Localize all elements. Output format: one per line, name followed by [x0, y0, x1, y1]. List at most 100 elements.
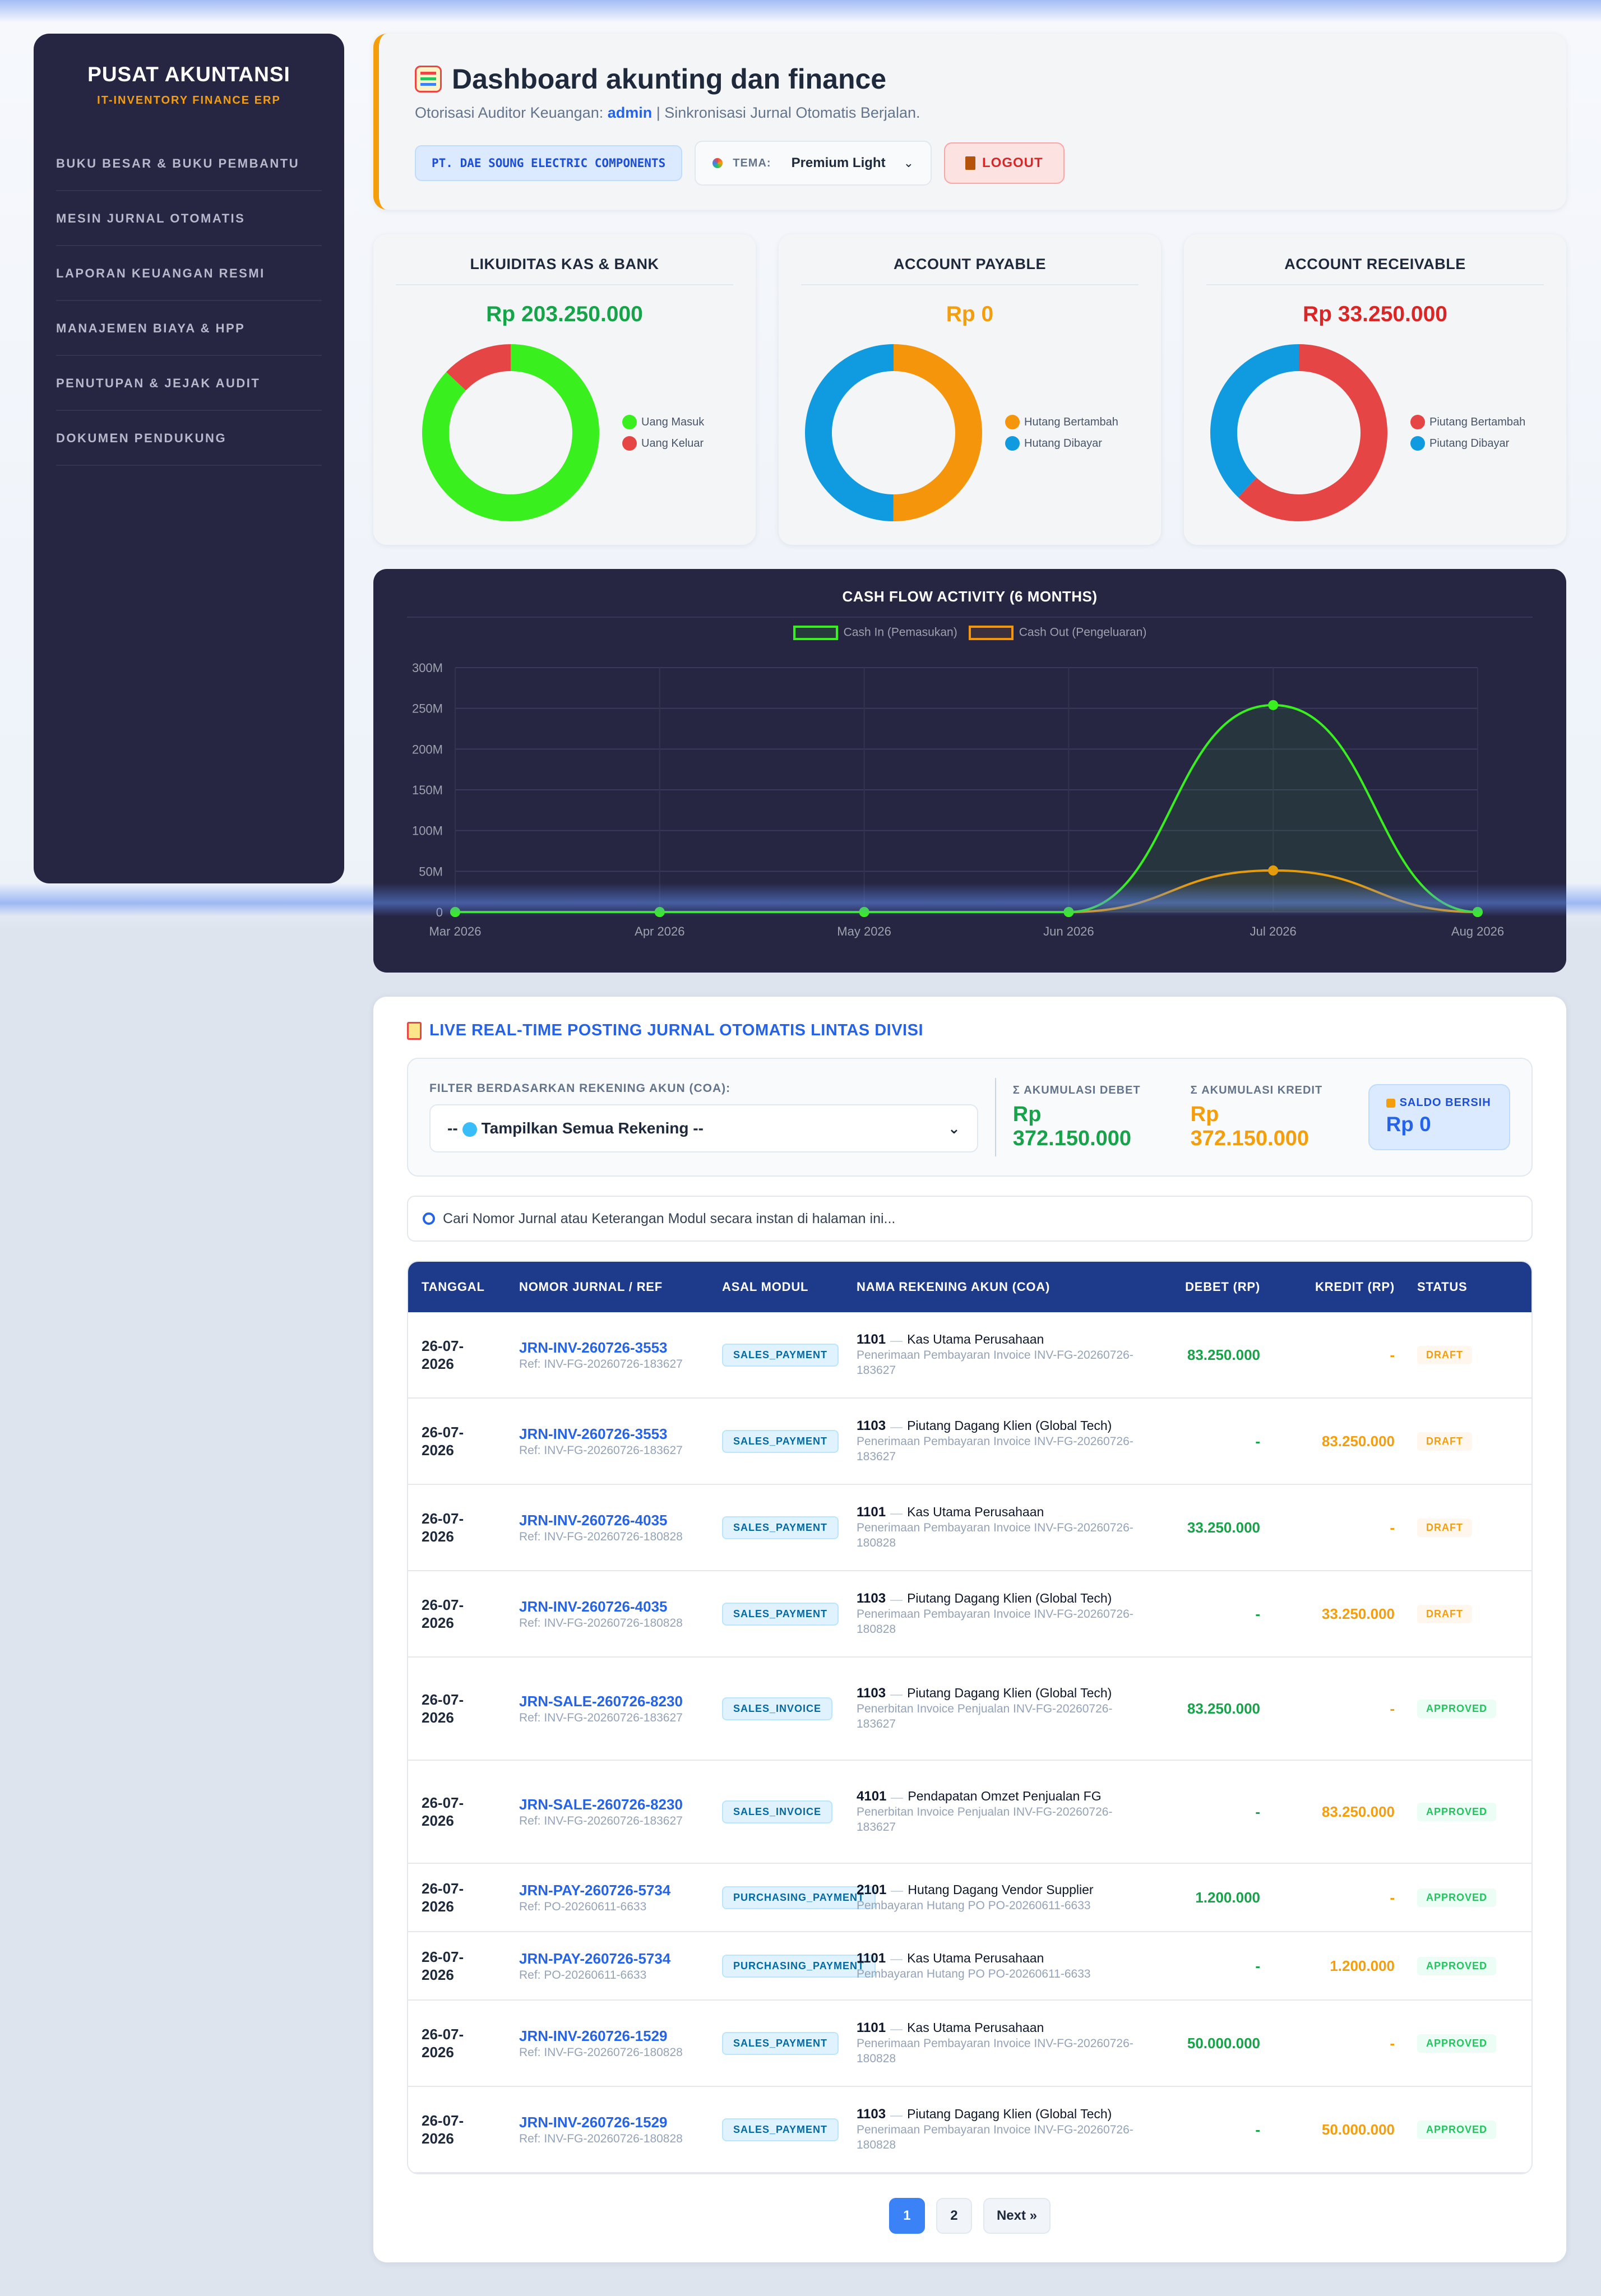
sidebar-item-laporan-keuangan[interactable]: LAPORAN KEUANGAN RESMI [56, 246, 322, 301]
table-row[interactable]: 26-07-2026 JRN-SALE-260726-8230 Ref: INV-F… [408, 1761, 1531, 1864]
journal-number-link[interactable]: JRN-SALE-260726-8230 [519, 1692, 683, 1710]
sidebar-item-manajemen-biaya[interactable]: MANAJEMEN BIAYA & HPP [56, 301, 322, 356]
sidebar-nav: BUKU BESAR & BUKU PEMBANTU MESIN JURNAL … [56, 136, 322, 466]
sidebar-item-mesin-jurnal[interactable]: MESIN JURNAL OTOMATIS [56, 191, 322, 246]
cell-status: APPROVED [1395, 1699, 1497, 1718]
x-tick-label: Mar 2026 [429, 924, 482, 938]
table-header: TANGGAL NOMOR JURNAL / REF ASAL MODUL NA… [408, 1262, 1531, 1312]
subtitle-prefix: Otorisasi Auditor Keuangan: [415, 104, 604, 121]
sidebar-item-buku-besar[interactable]: BUKU BESAR & BUKU PEMBANTU [56, 136, 322, 191]
table-row[interactable]: 26-07-2026 JRN-INV-260726-1529 Ref: INV-FG… [408, 2087, 1531, 2173]
page-subtitle: Otorisasi Auditor Keuangan: admin | Sink… [415, 104, 1530, 122]
door-icon [965, 156, 976, 170]
table-row[interactable]: 26-07-2026 JRN-INV-260726-4035 Ref: INV-FG… [408, 1571, 1531, 1658]
cell-date: 26-07-2026 [422, 1424, 464, 1459]
journal-ref: Ref: INV-FG-20260726-180828 [519, 1616, 683, 1630]
coa-description: Penerbitan Invoice Penjualan INV-FG-2026… [857, 1806, 1113, 1834]
cell-journal: JRN-INV-260726-3553 Ref: INV-FG-20260726-… [519, 1339, 722, 1372]
cell-date: 26-07-2026 [422, 2026, 464, 2061]
journal-number-link[interactable]: JRN-INV-260726-3553 [519, 1425, 668, 1442]
cell-date: 26-07-2026 [422, 1337, 464, 1372]
data-point[interactable] [1268, 700, 1279, 710]
kredit-summary-label: Σ AKUMULASI KREDIT [1190, 1084, 1323, 1096]
table-row[interactable]: 26-07-2026 JRN-INV-260726-3553 Ref: INV-FG… [408, 1399, 1531, 1485]
kpi-value-receivable: Rp 33.250.000 [1302, 302, 1447, 326]
x-tick-label: Apr 2026 [635, 924, 684, 938]
journal-number-link[interactable]: JRN-PAY-260726-5734 [519, 1881, 671, 1899]
table-row[interactable]: 26-07-2026 JRN-INV-260726-1529 Ref: INV-FG… [408, 2001, 1531, 2087]
table-row[interactable]: 26-07-2026 JRN-INV-260726-4035 Ref: INV-FG… [408, 1485, 1531, 1571]
journal-number-link[interactable]: JRN-INV-260726-4035 [519, 1511, 668, 1529]
cell-module: SALES_INVOICE [722, 1697, 857, 1720]
legend-swatch-cash-out [968, 626, 1014, 640]
data-point[interactable] [1268, 865, 1279, 876]
cell-kredit: 1.200.000 [1330, 1957, 1395, 1974]
cell-date: 26-07-2026 [422, 1794, 464, 1829]
donut-slice-cash-1[interactable] [422, 344, 599, 521]
coa-name: Kas Utama Perusahaan [907, 2020, 1044, 2035]
col-debet: DEBET (RP) [1185, 1280, 1260, 1294]
cell-status: DRAFT [1395, 1604, 1473, 1623]
coa-filter-select[interactable]: -- Tampilkan Semua Rekening -- ⌄ [429, 1104, 978, 1152]
journal-number-link[interactable]: JRN-INV-260726-3553 [519, 1339, 668, 1356]
status-badge: DRAFT [1417, 1345, 1472, 1364]
coa-name: Piutang Dagang Klien (Global Tech) [907, 2107, 1112, 2121]
coa-description: Penerimaan Pembayaran Invoice INV-FG-202… [857, 2037, 1133, 2065]
coa-separator [890, 1694, 903, 1696]
saldo-summary: SALDO BERSIH Rp 0 [1368, 1084, 1510, 1150]
sidebar-item-dokumen-pendukung[interactable]: DOKUMEN PENDUKUNG [56, 411, 322, 466]
cell-module: PURCHASING_PAYMENT [722, 1954, 876, 1978]
globe-icon [462, 1122, 477, 1137]
legend-label: Piutang Dibayar [1429, 437, 1510, 450]
palette-icon [712, 158, 723, 168]
table-row[interactable]: 26-07-2026 JRN-INV-260726-3553 Ref: INV-FG… [408, 1312, 1531, 1399]
pagination: 1 2 Next » [407, 2198, 1533, 2234]
legend-item-cash-out[interactable]: Cash Out (Pengeluaran) [968, 626, 1146, 640]
journal-number-link[interactable]: JRN-INV-260726-1529 [519, 2113, 668, 2131]
cell-debet: 83.250.000 [1187, 1700, 1260, 1717]
cell-debet: - [1255, 1957, 1260, 1974]
logout-label: LOGOUT [982, 155, 1043, 170]
logout-button[interactable]: LOGOUT [944, 142, 1065, 184]
sidebar-item-penutupan-audit[interactable]: PENUTUPAN & JEJAK AUDIT [56, 356, 322, 411]
cell-journal: JRN-SALE-260726-8230 Ref: INV-FG-20260726… [519, 1795, 722, 1829]
donut-slice-receivable-1[interactable] [1210, 344, 1387, 521]
cell-kredit: - [1390, 1888, 1395, 1906]
page-title-row: Dashboard akunting dan finance [415, 63, 1530, 95]
legend-label: Uang Masuk [641, 415, 705, 428]
legend-item-hutang-bertambah: Hutang Bertambah [1005, 415, 1118, 429]
table-row[interactable]: 26-07-2026 JRN-PAY-260726-5734 Ref: PO-202… [408, 1864, 1531, 1932]
donut-slice-payable-1[interactable] [805, 344, 982, 521]
y-tick-label: 50M [419, 864, 443, 878]
cell-kredit: - [1390, 1519, 1395, 1536]
cell-status: DRAFT [1395, 1345, 1473, 1364]
kpi-value-payable: Rp 0 [946, 302, 994, 326]
chart-title: CASH FLOW ACTIVITY (6 MONTHS) [407, 588, 1533, 618]
coa-name: Pendapatan Omzet Penjualan FG [908, 1789, 1102, 1803]
cell-module: SALES_PAYMENT [722, 2118, 857, 2141]
journal-search-input[interactable]: Cari Nomor Jurnal atau Keterangan Modul … [407, 1196, 1533, 1242]
coa-separator [890, 1427, 903, 1428]
cell-debet: - [1255, 1432, 1260, 1450]
journal-number-link[interactable]: JRN-INV-260726-4035 [519, 1598, 668, 1615]
next-page-button[interactable]: Next » [983, 2198, 1051, 2234]
module-badge: SALES_PAYMENT [722, 2118, 839, 2141]
journal-number-link[interactable]: JRN-SALE-260726-8230 [519, 1795, 683, 1813]
journal-number-link[interactable]: JRN-INV-260726-1529 [519, 2027, 668, 2044]
coa-description: Pembayaran Hutang PO PO-20260611-6633 [857, 1899, 1091, 1912]
page-1-button[interactable]: 1 [889, 2198, 925, 2234]
legend-item-piutang-dibayar: Piutang Dibayar [1410, 436, 1525, 451]
cell-coa: 4101 Pendapatan Omzet Penjualan FG Penerbi… [857, 1789, 1148, 1835]
status-badge: APPROVED [1417, 2120, 1497, 2139]
table-row[interactable]: 26-07-2026 JRN-SALE-260726-8230 Ref: INV-F… [408, 1658, 1531, 1761]
table-row[interactable]: 26-07-2026 JRN-PAY-260726-5734 Ref: PO-202… [408, 1932, 1531, 2001]
legend-item-cash-in[interactable]: Cash In (Pemasukan) [793, 626, 957, 640]
journal-number-link[interactable]: JRN-PAY-260726-5734 [519, 1950, 671, 1967]
filter-panel: FILTER BERDASARKAN REKENING AKUN (COA): … [407, 1058, 1533, 1177]
cell-coa: 1101 Kas Utama Perusahaan Pembayaran Hutan… [857, 1951, 1148, 1982]
theme-select[interactable]: TEMA: Premium Light ⌄ [695, 141, 932, 186]
page-2-button[interactable]: 2 [936, 2198, 972, 2234]
coa-name: Kas Utama Perusahaan [907, 1505, 1044, 1519]
kpi-body-cash: Uang Masuk Uang Keluar [396, 340, 733, 525]
legend-item-piutang-bertambah: Piutang Bertambah [1410, 415, 1525, 429]
